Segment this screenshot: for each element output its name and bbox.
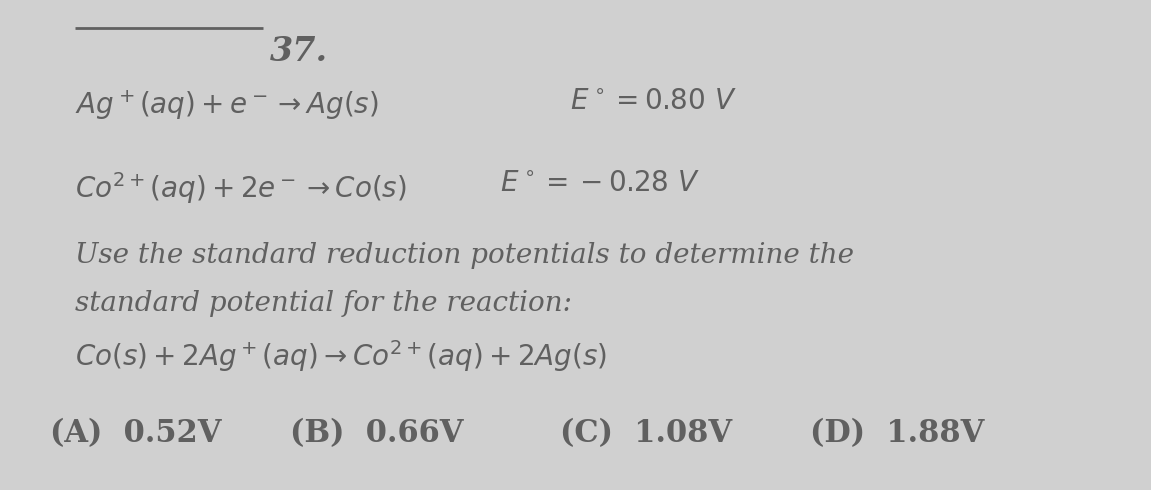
Text: $E^\circ = 0.80\ V$: $E^\circ = 0.80\ V$: [570, 88, 737, 115]
Text: $E^\circ = -0.28\ V$: $E^\circ = -0.28\ V$: [500, 170, 700, 197]
Text: (A)  0.52V: (A) 0.52V: [49, 418, 221, 449]
Text: $Co^{2+}(aq) + 2e^- \rightarrow Co(s)$: $Co^{2+}(aq) + 2e^- \rightarrow Co(s)$: [75, 170, 406, 206]
Text: $Co(s) + 2Ag^+(aq) \rightarrow Co^{2+}(aq) + 2Ag(s)$: $Co(s) + 2Ag^+(aq) \rightarrow Co^{2+}(a…: [75, 338, 607, 374]
Text: (C)  1.08V: (C) 1.08V: [561, 418, 732, 449]
Text: $Ag^+(aq) + e^- \rightarrow Ag(s)$: $Ag^+(aq) + e^- \rightarrow Ag(s)$: [75, 88, 379, 122]
Text: (B)  0.66V: (B) 0.66V: [290, 418, 464, 449]
Text: 37.: 37.: [270, 35, 328, 68]
Text: standard potential for the reaction:: standard potential for the reaction:: [75, 290, 572, 317]
Text: (D)  1.88V: (D) 1.88V: [810, 418, 984, 449]
Text: Use the standard reduction potentials to determine the: Use the standard reduction potentials to…: [75, 242, 854, 269]
